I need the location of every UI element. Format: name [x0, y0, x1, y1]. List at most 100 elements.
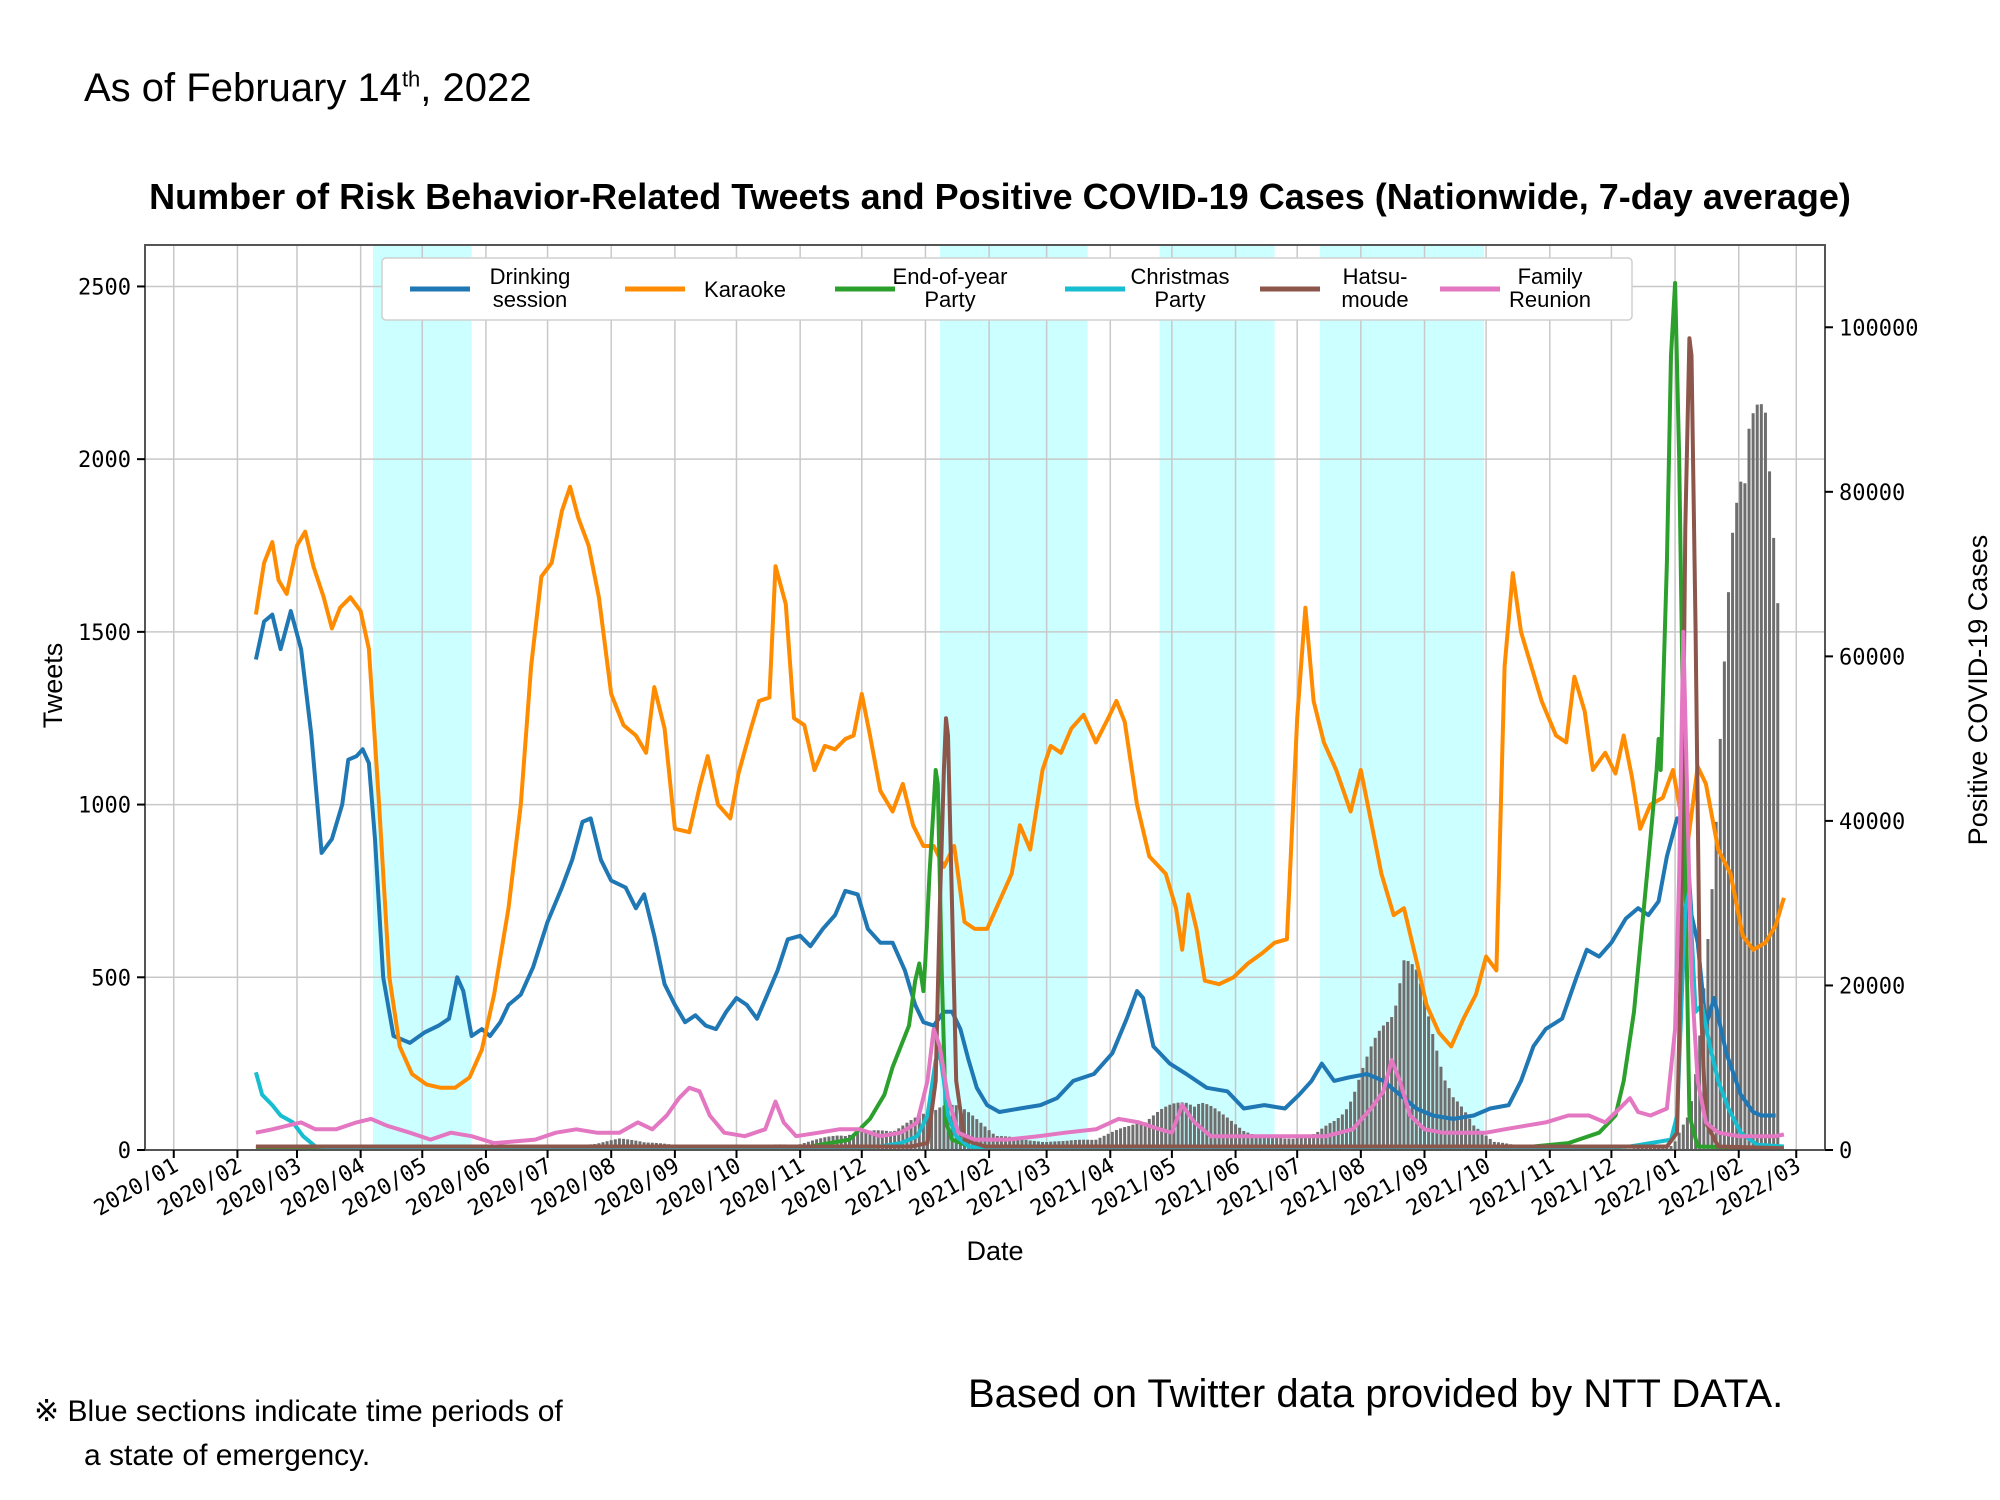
- plot-frame: [144, 244, 1826, 1151]
- y2-tick-label: 0: [1839, 1139, 1852, 1164]
- case-bar: [909, 1120, 913, 1150]
- as-of-superscript: th: [401, 66, 421, 92]
- case-bar: [1710, 889, 1714, 1150]
- case-bar: [1205, 1104, 1209, 1150]
- case-bar: [1119, 1128, 1123, 1150]
- case-bar: [843, 1135, 847, 1150]
- case-bar: [1755, 404, 1759, 1151]
- case-bar: [1016, 1137, 1020, 1150]
- case-bar: [1135, 1123, 1139, 1150]
- case-bar: [1759, 404, 1763, 1150]
- case-bar: [1735, 502, 1739, 1150]
- emergency-period-4: [1319, 245, 1485, 1150]
- case-bar: [872, 1130, 876, 1150]
- chart-title: Number of Risk Behavior-Related Tweets a…: [149, 176, 1851, 217]
- legend-label-karaoke: Karaoke: [704, 277, 786, 302]
- case-bar: [1012, 1137, 1016, 1150]
- case-bar: [1714, 821, 1718, 1150]
- case-bar: [1390, 1017, 1394, 1150]
- case-bar: [1262, 1135, 1266, 1150]
- case-bar: [1476, 1128, 1480, 1150]
- case-bar: [921, 1113, 925, 1150]
- y2-tick-label: 40000: [1839, 810, 1905, 835]
- case-bar: [1747, 428, 1751, 1150]
- case-bar: [1406, 961, 1410, 1150]
- case-bar: [1439, 1066, 1443, 1150]
- case-bar: [1763, 412, 1767, 1150]
- case-bar: [1739, 481, 1743, 1151]
- case-bar: [852, 1133, 856, 1150]
- as-of-prefix: As of February 14: [84, 66, 402, 110]
- case-bar: [1151, 1115, 1155, 1150]
- series-line-karaoke: [253, 484, 1786, 1090]
- case-bar: [1254, 1134, 1258, 1150]
- case-bar: [1176, 1102, 1180, 1150]
- case-bar: [1266, 1135, 1270, 1150]
- y-tick-label: 2500: [78, 275, 131, 300]
- case-bar: [1353, 1091, 1357, 1150]
- case-bar: [884, 1130, 888, 1150]
- case-bar: [880, 1130, 884, 1150]
- case-bar: [1291, 1138, 1295, 1150]
- case-bar: [967, 1112, 971, 1150]
- case-bar: [1156, 1111, 1160, 1150]
- case-bar: [1484, 1135, 1488, 1150]
- legend-label-family-line2: Reunion: [1509, 287, 1591, 312]
- legend-label-hatsumoude-line2: moude: [1341, 287, 1408, 312]
- case-bar: [1718, 738, 1722, 1150]
- case-bar: [1365, 1056, 1369, 1150]
- legend-label-endofyear: End-of-year: [893, 264, 1008, 289]
- case-bar: [1250, 1134, 1254, 1150]
- case-bar: [1480, 1132, 1484, 1150]
- case-bar: [1398, 983, 1402, 1150]
- y-tick-label: 0: [118, 1139, 131, 1164]
- case-bar: [1394, 1005, 1398, 1150]
- emergency-note-line1: ※ Blue sections indicate time periods of: [34, 1395, 563, 1428]
- case-bar: [1114, 1130, 1118, 1150]
- as-of-suffix: , 2022: [420, 66, 532, 110]
- data-source: Based on Twitter data provided by NTT DA…: [968, 1372, 1784, 1416]
- series-line-hatsumoude: [255, 336, 1784, 1151]
- y-axis-label: Tweets: [38, 643, 68, 729]
- case-bar: [864, 1131, 868, 1150]
- case-bar: [1673, 1141, 1677, 1150]
- case-bar: [1423, 999, 1427, 1150]
- case-bar: [1488, 1138, 1492, 1150]
- case-bar: [1648, 1147, 1652, 1150]
- emergency-period-2: [939, 245, 1088, 1150]
- case-bar: [1123, 1127, 1127, 1150]
- case-bar: [1414, 969, 1418, 1150]
- case-bar: [1307, 1134, 1311, 1150]
- case-bar: [1287, 1138, 1291, 1150]
- case-bar: [1776, 603, 1780, 1150]
- case-bar: [1316, 1131, 1320, 1150]
- case-bar: [1772, 537, 1776, 1150]
- legend-label-christmas: Christmas: [1130, 264, 1229, 289]
- case-bar: [1147, 1118, 1151, 1150]
- case-bar: [1192, 1106, 1196, 1150]
- case-bars: [355, 404, 1780, 1151]
- emergency-note-line2: a state of emergency.: [84, 1439, 371, 1472]
- legend-box: [381, 257, 1633, 321]
- case-bar: [901, 1125, 905, 1150]
- case-bar: [1242, 1131, 1246, 1150]
- case-bar: [1131, 1124, 1135, 1150]
- case-bar: [897, 1128, 901, 1150]
- case-bar: [1427, 1016, 1431, 1150]
- case-bar: [999, 1136, 1003, 1150]
- y-tick-label: 2000: [78, 448, 131, 473]
- case-bar: [893, 1130, 897, 1150]
- case-bar: [1180, 1102, 1184, 1150]
- case-bar: [1669, 1146, 1673, 1150]
- case-bar: [1751, 413, 1755, 1151]
- case-bar: [1320, 1128, 1324, 1150]
- case-bar: [1020, 1138, 1024, 1150]
- case-bar: [1209, 1105, 1213, 1150]
- case-bar: [938, 1107, 942, 1150]
- case-bar: [1677, 1132, 1681, 1150]
- case-bar: [1377, 1030, 1381, 1150]
- case-bar: [930, 1111, 934, 1150]
- y-tick-label: 500: [91, 966, 131, 991]
- case-bar: [1357, 1079, 1361, 1150]
